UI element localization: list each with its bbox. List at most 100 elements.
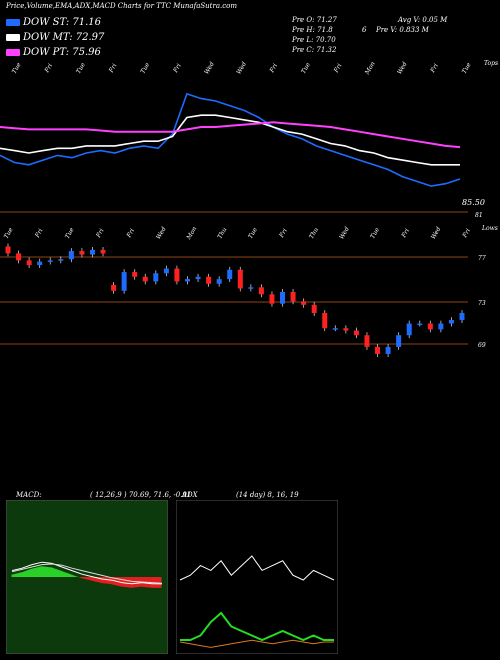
candle-body — [174, 268, 180, 282]
candle-body — [280, 291, 286, 304]
adx-line — [179, 555, 335, 581]
legend-mt-swatch — [6, 34, 20, 41]
candle-body — [5, 246, 11, 254]
macd-title: MACD: — [16, 491, 42, 499]
candles — [5, 243, 465, 357]
candle-body — [237, 269, 243, 289]
ema-lines — [0, 92, 461, 187]
top-date-ticks: Tue Fri Tue Fri Tue Fri Wed Wed Fri Tue Fri Mon Wed F… — [11, 60, 473, 76]
bottom-date-tick: Fri — [278, 228, 289, 240]
candle-body — [121, 272, 127, 291]
stat-high: Pre H: 71.8 — [292, 26, 333, 34]
candle-body — [79, 251, 85, 255]
candle-body — [26, 260, 32, 266]
candle-body — [184, 279, 190, 282]
candle-body — [47, 260, 53, 262]
candle-body — [385, 346, 391, 354]
candle-body — [448, 320, 454, 324]
ema-line-mt — [0, 114, 460, 166]
stat-prev-volume: Pre V: 0.833 M — [376, 26, 429, 34]
bottom-date-tick: Fri — [400, 228, 411, 240]
candle-body — [269, 294, 275, 304]
top-date-tick: Fri — [43, 63, 54, 75]
bottom-date-tick: Wed — [430, 226, 443, 241]
legend-st-swatch — [6, 19, 20, 26]
top-price-chart: Tue Fri Tue Fri Tue Fri Wed Wed Fri Tue Fri Mon Wed F… — [0, 60, 498, 219]
bottom-date-tick: Wed — [155, 226, 168, 241]
candle-body — [332, 328, 338, 330]
top-date-tick: Tue — [11, 61, 23, 75]
candle-body — [417, 323, 423, 326]
candle-body — [375, 346, 381, 354]
bottom-date-tick: Tue — [369, 226, 381, 240]
macd-panel — [6, 500, 168, 654]
candle-body — [343, 328, 349, 331]
legend-pt: DOW PT: 75.96 — [6, 47, 101, 58]
bottom-date-tick: Thu — [308, 226, 320, 240]
candle-body — [406, 323, 412, 336]
top-date-tick: Tue — [139, 61, 151, 75]
top-date-tick: Wed — [396, 61, 409, 76]
candle-body — [37, 261, 43, 266]
adx-title: ADX — [182, 491, 198, 499]
candle-body — [459, 313, 465, 321]
adx-lines — [179, 555, 335, 648]
stat-low: Pre L: 70.70 — [292, 36, 336, 44]
level-label-73: 73 — [478, 300, 486, 307]
price-label: 85.50 — [462, 198, 485, 207]
bottom-right-label: Lows — [481, 225, 498, 232]
adx-params: (14 day) 8, 16, 19 — [236, 491, 299, 499]
macd-line — [11, 561, 163, 585]
macd-signal-line — [11, 563, 163, 584]
top-date-tick: Tue — [75, 61, 87, 75]
candle-body — [68, 251, 74, 260]
top-date-tick: Wed — [203, 61, 216, 76]
bottom-date-tick: Mon — [185, 225, 198, 241]
candle-body — [396, 335, 402, 347]
candle-body — [290, 291, 296, 302]
legend-st-label: DOW ST: 71.16 — [23, 17, 102, 28]
di-minus-line — [179, 639, 334, 648]
candle-body — [248, 287, 254, 289]
candle-body — [163, 268, 169, 274]
stat-close: Pre C: 71.32 — [292, 46, 337, 54]
candle-body — [142, 276, 148, 282]
top-date-tick: Fri — [268, 63, 279, 75]
bottom-date-tick: Tue — [64, 226, 76, 240]
top-date-tick: Tue — [461, 61, 473, 75]
di-plus-line — [180, 611, 334, 642]
top-date-tick: Fri — [172, 63, 183, 75]
candle-chart: Tue Fri Tue Fri Fri Wed Mon Thu Tue Fri Thu Wed Tue F… — [0, 225, 498, 357]
bottom-date-tick: Tue — [3, 226, 15, 240]
top-date-tick: Wed — [235, 61, 248, 76]
legend-pt-label: DOW PT: 75.96 — [23, 47, 101, 58]
legend-mt: DOW MT: 72.97 — [6, 32, 104, 43]
bottom-date-tick: Fri — [95, 228, 106, 240]
top-date-tick: Tue — [300, 61, 312, 75]
macd-lines — [11, 561, 163, 585]
bottom-date-tick: Fri — [125, 228, 136, 240]
bottom-date-tick: Thu — [216, 226, 228, 240]
top-date-tick: Mon — [363, 60, 376, 76]
candle-body — [258, 287, 264, 295]
adx-bg — [176, 500, 338, 654]
ema-line-pt — [0, 121, 461, 149]
top-date-tick: Fri — [332, 63, 343, 75]
stat-open: Pre O: 71.27 — [292, 16, 337, 24]
ema-line-st — [0, 92, 461, 187]
candle-body — [206, 276, 212, 284]
legend-st: DOW ST: 71.16 — [6, 17, 101, 28]
legend-mt-label: DOW MT: 72.97 — [23, 32, 105, 43]
level-label-77: 77 — [478, 255, 486, 262]
candle-body — [364, 335, 370, 347]
level-label-69: 69 — [478, 342, 486, 349]
candle-body — [100, 249, 106, 254]
candle-body — [111, 284, 117, 291]
candle-body — [89, 249, 95, 255]
macd-params: ( 12,26,9 ) 70.69, 71.6, -0.91 — [90, 491, 192, 499]
legend-pt-swatch — [6, 49, 20, 56]
candle-body — [427, 323, 433, 330]
candle-body — [216, 279, 222, 284]
candle-body — [301, 301, 307, 305]
top-date-tick: Fri — [429, 63, 440, 75]
